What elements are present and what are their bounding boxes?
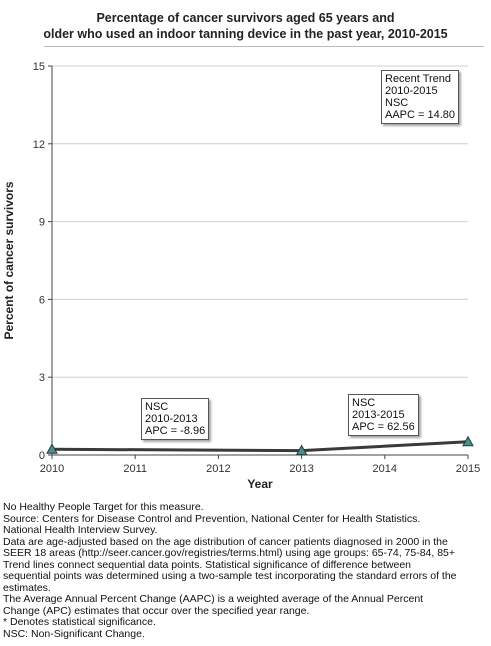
chart-title: Percentage of cancer survivors aged 65 y… — [0, 10, 491, 42]
annotation-line: Recent Trend — [385, 73, 452, 85]
y-axis-label: Percent of cancer survivors — [2, 181, 16, 339]
y-tick-label: 6 — [39, 294, 45, 306]
y-tick-label: 12 — [33, 139, 45, 151]
x-tick-label: 2011 — [123, 463, 147, 475]
footnote: National Health Interview Survey. — [3, 524, 158, 536]
y-tick-label: 9 — [39, 217, 45, 229]
annotation-line: APC = -8.96 — [145, 425, 206, 437]
x-tick-label: 2015 — [456, 463, 480, 475]
series-line — [51, 440, 469, 453]
footnote: Change (APC) estimates that occur over t… — [3, 604, 310, 617]
annotation-line: 2010-2013 — [145, 413, 198, 425]
annotation-line: AAPC = 14.80 — [385, 109, 456, 121]
data-point-marker — [46, 443, 58, 454]
footnote: Trend lines connect sequential data poin… — [3, 558, 411, 571]
annotation-line: NSC — [385, 97, 409, 109]
annotation-line: APC = 62.56 — [352, 421, 415, 433]
footnote: NSC: Non-Significant Change. — [3, 627, 145, 640]
annotation-line: NSC — [352, 397, 376, 409]
footnote: The Average Annual Percent Change (AAPC)… — [3, 593, 424, 605]
footnote: SEER 18 areas (http://seer.cancer.gov/re… — [3, 547, 456, 559]
x-tick-label: 2012 — [206, 463, 230, 475]
y-tick-label: 0 — [39, 450, 45, 462]
annotation-line: 2013-2015 — [352, 409, 405, 421]
x-tick-label: 2014 — [373, 463, 397, 475]
annotation-line: NSC — [145, 401, 169, 413]
line-chart: 0 3 6 9 12 15 2010 2011 2012 2013 2014 2015 Year Perc… — [2, 61, 480, 491]
footnote: estimates. — [3, 581, 51, 594]
annotation-segment-2013-2015: NSC 2013-2015 APC = 62.56 — [348, 394, 419, 436]
data-point-marker — [295, 444, 308, 456]
footnote: * Denotes statistical significance. — [3, 616, 156, 628]
title-divider — [44, 46, 484, 47]
annotation-segment-2010-2013: NSC 2010-2013 APC = -8.96 — [141, 398, 210, 440]
data-point-marker — [462, 435, 474, 447]
chart-title-line-1: Percentage of cancer survivors aged 65 y… — [96, 11, 395, 25]
annotation-recent-trend: Recent Trend 2010-2015 NSC AAPC = 14.80 — [381, 70, 460, 124]
y-tick-label: 15 — [33, 61, 45, 73]
footnote: Data are age-adjusted based on the age d… — [3, 535, 448, 548]
x-tick-label: 2010 — [40, 463, 64, 475]
footnotes: No Healthy People Target for this measur… — [3, 501, 491, 640]
footnote: No Healthy People Target for this measur… — [3, 501, 204, 513]
x-tick-label: 2013 — [289, 463, 313, 475]
chart-title-line-2: older who used an indoor tanning device … — [43, 27, 448, 41]
footnote: Source: Centers for Disease Control and … — [3, 512, 421, 525]
x-axis-label: Year — [247, 477, 273, 491]
annotation-line: 2010-2015 — [385, 85, 438, 97]
y-tick-label: 3 — [39, 372, 45, 384]
footnote: sequential points was determined using a… — [3, 570, 457, 582]
